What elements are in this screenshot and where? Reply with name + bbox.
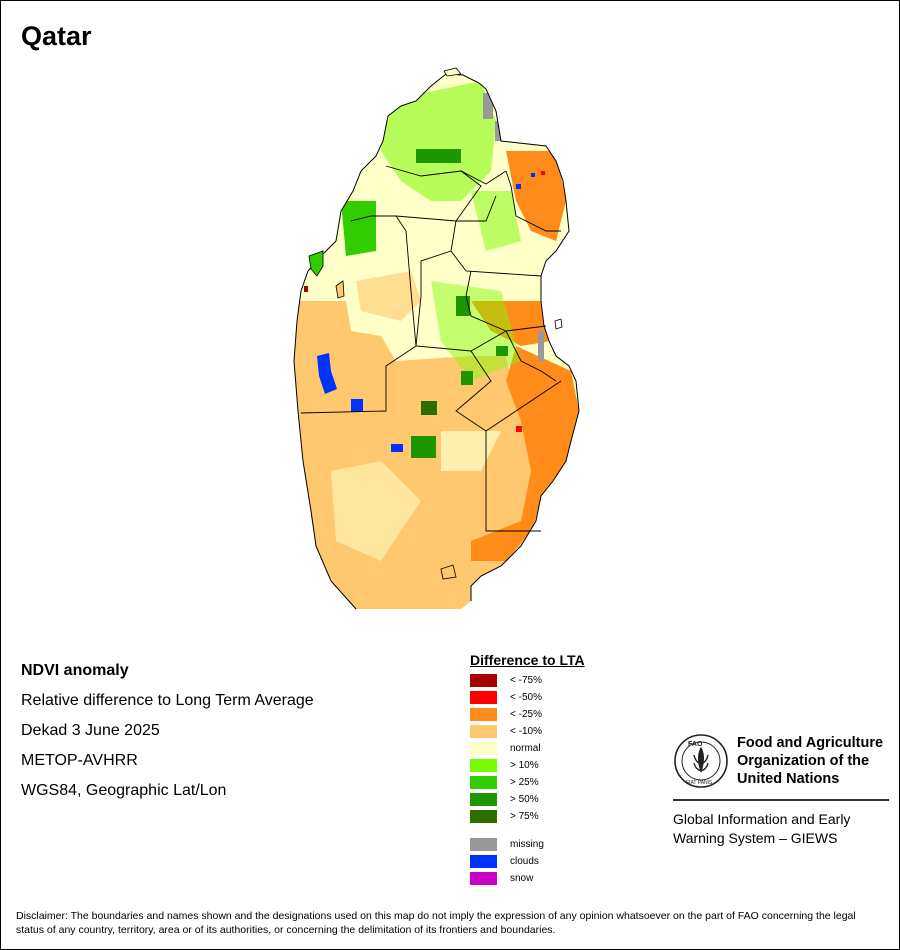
below-50-speck — [516, 426, 522, 432]
legend-label: normal — [510, 743, 541, 754]
divider — [673, 799, 889, 801]
island — [554, 318, 563, 330]
legend-item: > 75% — [470, 808, 585, 825]
info-line: Dekad 3 June 2025 — [21, 722, 160, 739]
map-title: Qatar — [21, 21, 92, 51]
island — [335, 280, 345, 299]
legend-swatch — [470, 708, 497, 721]
legend-item: < -75% — [470, 672, 585, 689]
info-line: METOP-AVHRR — [21, 752, 138, 769]
legend-label: < -50% — [510, 692, 542, 703]
legend-swatch — [470, 872, 497, 885]
info-heading: NDVI anomaly — [21, 662, 129, 679]
above-50-spot — [456, 296, 470, 316]
map-info: NDVI anomaly Relative difference to Long… — [21, 656, 314, 806]
fao-name: Food and Agriculture Organization of the… — [737, 734, 883, 788]
legend-title: Difference to LTA — [470, 652, 585, 668]
legend-extra: missing clouds snow — [470, 836, 585, 887]
legend-item: > 25% — [470, 774, 585, 791]
legend-swatch — [470, 855, 497, 868]
legend-label: > 50% — [510, 794, 539, 805]
giews-label: Global Information and Early Warning Sys… — [673, 810, 889, 848]
legend-item: > 50% — [470, 791, 585, 808]
legend-item: clouds — [470, 853, 585, 870]
legend-swatch — [470, 793, 497, 806]
legend-swatch — [470, 725, 497, 738]
above-50-spot — [496, 346, 508, 356]
admin-boundaries — [300, 165, 562, 532]
legend-label: > 25% — [510, 777, 539, 788]
legend-item: snow — [470, 870, 585, 887]
legend-label: < -10% — [510, 726, 542, 737]
below-50-speck — [541, 171, 545, 175]
fao-name-line: United Nations — [737, 771, 840, 787]
cloud-patch — [391, 444, 403, 452]
legend-item: < -50% — [470, 689, 585, 706]
missing-data-strip — [538, 331, 544, 361]
legend-items: < -75% < -50% < -25% < -10% normal > 10% > 25%… — [470, 672, 585, 825]
island — [440, 564, 457, 580]
normal-patch-southwest — [331, 461, 421, 561]
legend-swatch — [470, 691, 497, 704]
legend-label: missing — [510, 839, 544, 850]
giews-line: Warning System – GIEWS — [673, 830, 838, 846]
cloud-patch — [317, 353, 337, 394]
legend-label: < -75% — [510, 675, 542, 686]
giews-line: Global Information and Early — [673, 811, 851, 827]
legend-item: < -10% — [470, 723, 585, 740]
legend-label: snow — [510, 873, 534, 884]
below-25-northeast — [506, 151, 566, 241]
cloud-patch — [531, 173, 535, 177]
above-25-northwest — [341, 201, 376, 256]
legend-swatch — [470, 742, 497, 755]
fao-name-line: Organization of the — [737, 753, 870, 769]
disclaimer: Disclaimer: The boundaries and names sho… — [16, 910, 856, 936]
logo-motto: FIAT PANIS — [686, 780, 713, 786]
legend-swatch — [470, 759, 497, 772]
missing-data-strip — [483, 93, 493, 119]
legend-item: normal — [470, 740, 585, 757]
above-75-spot — [421, 401, 437, 415]
below-25-central-east — [471, 301, 551, 346]
legend-item: > 10% — [470, 757, 585, 774]
below-10-patch — [356, 271, 421, 321]
legend-swatch — [470, 810, 497, 823]
cloud-patch — [351, 399, 363, 412]
info-line: WGS84, Geographic Lat/Lon — [21, 782, 227, 799]
legend-item: < -25% — [470, 706, 585, 723]
fao-block: FAO FIAT PANIS Food and Agriculture Orga… — [673, 733, 889, 848]
above-10-north — [381, 81, 496, 201]
above-50-spot — [411, 436, 436, 458]
legend-label: > 10% — [510, 760, 539, 771]
legend-swatch — [470, 776, 497, 789]
legend-label: clouds — [510, 856, 539, 867]
fao-name-line: Food and Agriculture — [737, 735, 884, 751]
legend-item: missing — [470, 836, 585, 853]
legend-swatch — [470, 838, 497, 851]
above-50-spot — [416, 149, 461, 163]
cloud-patch — [516, 184, 521, 189]
legend: Difference to LTA < -75% < -50% < -25% < -1… — [470, 652, 585, 887]
legend-swatch — [470, 674, 497, 687]
below-75-speck — [304, 286, 308, 292]
fao-logo-icon: FAO FIAT PANIS — [674, 734, 728, 788]
above-50-spot — [461, 371, 473, 385]
island — [443, 67, 462, 77]
legend-label: < -25% — [510, 709, 542, 720]
coastline — [445, 73, 580, 601]
info-line: Relative difference to Long Term Average — [21, 692, 314, 709]
below-25-east-coast — [471, 346, 579, 561]
above-10-northeast — [471, 191, 521, 251]
island — [308, 250, 324, 277]
logo-letters: FAO — [688, 741, 703, 748]
legend-label: > 75% — [510, 811, 539, 822]
coastline — [293, 73, 447, 610]
